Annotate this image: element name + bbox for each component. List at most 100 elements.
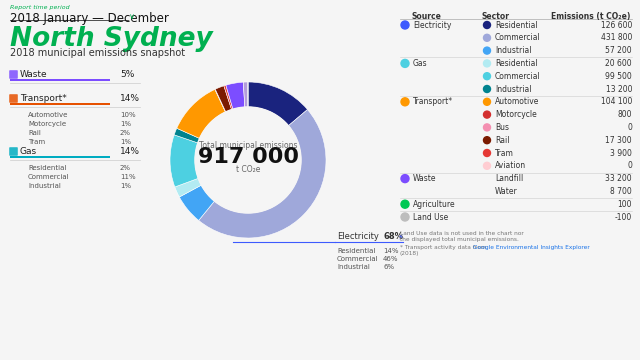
Text: (2018): (2018) (400, 251, 419, 256)
Text: Industrial: Industrial (28, 183, 61, 189)
Circle shape (483, 85, 490, 93)
Text: 14%: 14% (383, 248, 399, 254)
Circle shape (483, 60, 490, 67)
Text: ∨: ∨ (129, 12, 135, 21)
Bar (10, 156, 110, 158)
FancyBboxPatch shape (9, 94, 18, 103)
Text: Industrial: Industrial (495, 85, 531, 94)
Text: Rail: Rail (28, 130, 41, 136)
Text: 17 300: 17 300 (605, 136, 632, 145)
Circle shape (401, 21, 409, 29)
Text: 10%: 10% (120, 112, 136, 118)
Text: 2018 municipal emissions snapshot: 2018 municipal emissions snapshot (10, 48, 185, 58)
Text: 57 200: 57 200 (605, 46, 632, 55)
Text: Land Use: Land Use (413, 212, 448, 221)
Circle shape (401, 175, 409, 183)
Wedge shape (198, 109, 326, 238)
Text: * Transport activity data from: * Transport activity data from (400, 245, 488, 250)
Text: Automotive: Automotive (495, 97, 540, 106)
Circle shape (401, 213, 409, 221)
Text: 13 200: 13 200 (605, 85, 632, 94)
Circle shape (401, 200, 409, 208)
Text: ⚡: ⚡ (397, 232, 403, 241)
Bar (10, 103, 110, 105)
Text: Aviation: Aviation (495, 161, 526, 170)
Text: Residential: Residential (495, 21, 538, 30)
Text: Commercial: Commercial (495, 72, 541, 81)
Text: Residential: Residential (495, 59, 538, 68)
Text: 104 100: 104 100 (600, 97, 632, 106)
Text: Water: Water (495, 187, 518, 196)
Text: Industrial: Industrial (495, 46, 531, 55)
Text: 99 500: 99 500 (605, 72, 632, 81)
Text: Gas: Gas (413, 59, 428, 68)
Wedge shape (179, 185, 214, 220)
Text: Commercial: Commercial (337, 256, 379, 262)
Text: 1%: 1% (120, 139, 131, 145)
Text: Tram: Tram (28, 139, 45, 145)
Text: -100: -100 (615, 212, 632, 221)
Text: Waste: Waste (20, 70, 47, 79)
Text: 126 600: 126 600 (600, 21, 632, 30)
Text: Source: Source (412, 12, 442, 21)
Wedge shape (175, 178, 202, 197)
Text: Residential: Residential (28, 165, 67, 171)
Text: 0: 0 (627, 161, 632, 170)
Text: 14%: 14% (120, 147, 140, 156)
Text: Gas: Gas (20, 147, 37, 156)
Wedge shape (226, 82, 245, 109)
Circle shape (483, 98, 490, 105)
Text: 14%: 14% (120, 94, 140, 103)
Text: Tram: Tram (495, 148, 514, 158)
Circle shape (483, 47, 490, 54)
Circle shape (483, 22, 490, 28)
Wedge shape (248, 82, 307, 126)
Text: 1%: 1% (120, 121, 131, 127)
Text: 68%: 68% (383, 232, 403, 241)
Text: 2%: 2% (120, 165, 131, 171)
Text: 3 900: 3 900 (610, 148, 632, 158)
Text: Commercial: Commercial (28, 174, 70, 180)
Text: Landfill: Landfill (495, 174, 524, 183)
FancyBboxPatch shape (9, 70, 18, 79)
Text: Google Environmental Insights Explorer: Google Environmental Insights Explorer (473, 245, 589, 250)
Circle shape (483, 137, 490, 144)
Text: 431 800: 431 800 (600, 33, 632, 42)
Circle shape (483, 162, 490, 169)
Text: Transport*: Transport* (20, 94, 67, 103)
Wedge shape (174, 128, 200, 143)
Wedge shape (215, 89, 226, 112)
Text: Emissions (t CO₂e): Emissions (t CO₂e) (550, 12, 630, 21)
Text: Automotive: Automotive (28, 112, 68, 118)
Wedge shape (215, 86, 232, 112)
Circle shape (483, 73, 490, 80)
Wedge shape (243, 82, 248, 107)
Text: 800: 800 (618, 110, 632, 119)
Text: North Sydney: North Sydney (10, 26, 212, 52)
Text: 917 000: 917 000 (198, 147, 298, 167)
Text: Rail: Rail (495, 136, 509, 145)
Circle shape (401, 59, 409, 67)
Text: Report time period: Report time period (10, 5, 70, 10)
Text: Waste: Waste (413, 174, 436, 183)
Text: Electricity: Electricity (413, 21, 451, 30)
Wedge shape (224, 85, 233, 109)
Text: 6%: 6% (383, 264, 394, 270)
Circle shape (401, 98, 409, 106)
Text: 100: 100 (618, 200, 632, 209)
Text: Bus: Bus (495, 123, 509, 132)
Bar (10, 78, 110, 81)
Text: 20 600: 20 600 (605, 59, 632, 68)
Text: Agriculture: Agriculture (413, 200, 456, 209)
Text: 5%: 5% (120, 70, 134, 79)
Text: Motorcycle: Motorcycle (28, 121, 66, 127)
Circle shape (483, 149, 490, 157)
FancyBboxPatch shape (9, 147, 18, 156)
Text: t CO₂e: t CO₂e (236, 166, 260, 175)
Text: Land Use data is not used in the chart nor: Land Use data is not used in the chart n… (400, 231, 524, 236)
Text: Commercial: Commercial (495, 33, 541, 42)
Wedge shape (170, 135, 198, 187)
Text: 33 200: 33 200 (605, 174, 632, 183)
Text: 8 700: 8 700 (611, 187, 632, 196)
Text: Electricity: Electricity (337, 232, 379, 241)
